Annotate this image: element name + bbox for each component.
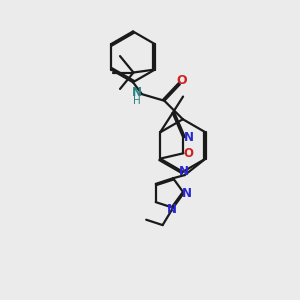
Text: O: O	[184, 147, 194, 161]
Text: N: N	[132, 86, 142, 99]
Text: H: H	[133, 96, 140, 106]
Text: N: N	[167, 203, 177, 216]
Text: O: O	[177, 74, 187, 87]
Text: N: N	[182, 187, 192, 200]
Text: N: N	[179, 165, 189, 178]
Text: N: N	[184, 131, 194, 144]
